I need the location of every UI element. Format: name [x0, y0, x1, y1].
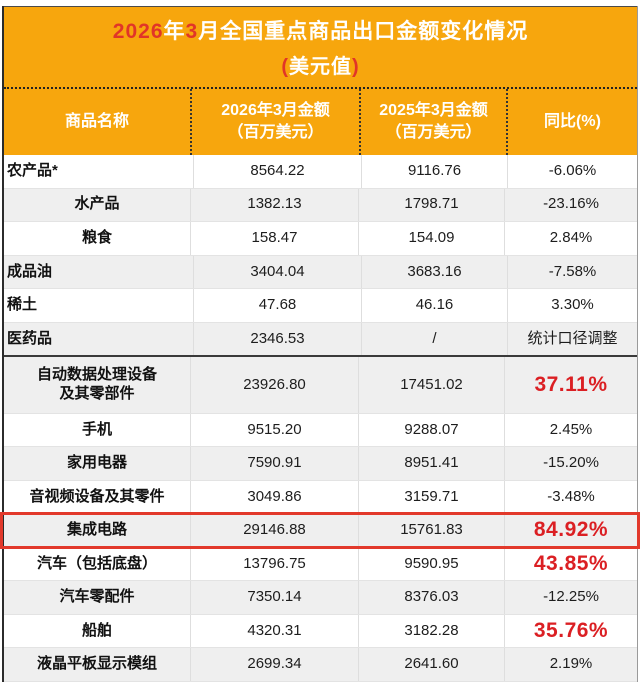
table-row: 汽车零配件 7350.14 8376.03 -12.25% — [4, 581, 637, 615]
table-row: 汽车（包括底盘） 13796.75 9590.95 43.85% — [4, 547, 637, 582]
table-row: 自动数据处理设备 及其零部件 23926.80 17451.02 37.11% — [4, 357, 637, 414]
product-name: 自动数据处理设备 及其零部件 — [36, 366, 157, 402]
value-2025: 17451.02 — [358, 357, 504, 413]
value-2025: 3159.71 — [358, 480, 504, 514]
column-header: 2025年3月金额 （百万美元） — [359, 89, 506, 155]
yoy-value: 2.19% — [504, 648, 637, 681]
export-table: 2026年3月全国重点商品出口金额变化情况 (美元值) 商品名称 2026年3月金… — [0, 6, 640, 682]
value-2025: 8951.41 — [358, 447, 504, 480]
yoy-value: 3.30% — [507, 289, 637, 322]
value-2026: 23926.80 — [190, 357, 358, 413]
value-2025: 15761.83 — [358, 514, 504, 547]
yoy-value: -12.25% — [504, 581, 637, 614]
title-band: 2026年3月全国重点商品出口金额变化情况 (美元值) — [4, 6, 637, 89]
product-name: 水产品 — [74, 195, 120, 213]
product-name: 手机 — [81, 420, 112, 438]
yoy-value: 统计口径调整 — [507, 322, 637, 356]
product-name: 成品油 — [7, 262, 53, 280]
table-row: 家用电器 7590.91 8951.41 -15.20% — [4, 447, 637, 481]
value-2026: 3404.04 — [193, 255, 361, 289]
table-row: 粮食 158.47 154.09 2.84% — [4, 222, 637, 256]
column-header: 2026年3月金额 （百万美元） — [190, 89, 359, 155]
product-name: 家用电器 — [66, 454, 127, 472]
value-2026: 158.47 — [190, 222, 358, 255]
value-2026: 2346.53 — [193, 322, 361, 356]
product-name: 粮食 — [81, 228, 112, 246]
value-2026: 1382.13 — [190, 188, 358, 222]
value-2026: 9515.20 — [190, 413, 358, 447]
product-name: 音视频设备及其零件 — [29, 487, 165, 505]
value-2025: 46.16 — [361, 289, 507, 322]
value-2025: 3683.16 — [361, 255, 507, 289]
product-name: 医药品 — [7, 329, 53, 347]
column-header: 商品名称 — [64, 113, 129, 130]
table-row: 音视频设备及其零件 3049.86 3159.71 -3.48% — [4, 480, 637, 515]
yoy-value: -6.06% — [507, 155, 637, 188]
yoy-value: -23.16% — [504, 188, 637, 222]
value-2025: 154.09 — [358, 222, 504, 255]
value-2025: 1798.71 — [358, 188, 504, 222]
page-subtitle: (美元值) — [281, 56, 360, 78]
value-2025: 9288.07 — [358, 413, 504, 447]
value-2025: / — [361, 322, 507, 356]
value-2025: 3182.28 — [358, 614, 504, 648]
value-2026: 2699.34 — [190, 648, 358, 681]
column-header: 同比(%) — [506, 89, 637, 155]
value-2026: 7350.14 — [190, 581, 358, 614]
value-2026: 3049.86 — [190, 480, 358, 514]
value-2025: 2641.60 — [358, 648, 504, 681]
table-row: 集成电路 29146.88 15761.83 84.92% — [0, 512, 640, 549]
value-2025: 9590.95 — [358, 547, 504, 581]
yoy-value: 43.85% — [504, 547, 637, 581]
product-name: 集成电路 — [66, 521, 127, 539]
table-row: 医药品 2346.53/统计口径调整 — [4, 322, 637, 358]
table-row: 稀土 47.68 46.16 3.30% — [4, 289, 637, 323]
table-row: 水产品 1382.13 1798.71 -23.16% — [4, 188, 637, 223]
yoy-value: 2.45% — [504, 413, 637, 447]
yoy-value: 84.92% — [504, 514, 637, 547]
value-2026: 47.68 — [193, 289, 361, 322]
product-name: 船舶 — [81, 621, 112, 639]
table-row: 成品油 3404.04 3683.16 -7.58% — [4, 255, 637, 290]
product-name: 农产品* — [7, 161, 58, 179]
product-name: 液晶平板显示模组 — [36, 655, 157, 673]
value-2026: 4320.31 — [190, 614, 358, 648]
yoy-value: -3.48% — [504, 480, 637, 514]
table-row: 船舶 4320.31 3182.28 35.76% — [4, 614, 637, 649]
value-2025: 9116.76 — [361, 155, 507, 188]
product-name: 汽车（包括底盘） — [36, 554, 157, 572]
value-2026: 8564.22 — [193, 155, 361, 188]
product-name: 稀土 — [7, 296, 38, 314]
table-header: 商品名称 2026年3月金额 （百万美元） 2025年3月金额 （百万美元） 同比(%) — [4, 89, 637, 155]
product-name: 汽车零配件 — [59, 588, 135, 606]
value-2026: 29146.88 — [190, 514, 358, 547]
yoy-value: -15.20% — [504, 447, 637, 480]
yoy-value: -7.58% — [507, 255, 637, 289]
value-2026: 7590.91 — [190, 447, 358, 480]
table-row: 农产品* 8564.22 9116.76 -6.06% — [4, 155, 637, 189]
yoy-value: 35.76% — [504, 614, 637, 648]
table-body: 农产品* 8564.22 9116.76 -6.06% 水产品 1382.13 1798.7… — [0, 155, 640, 682]
table-row: 手机 9515.20 9288.07 2.45% — [4, 413, 637, 448]
yoy-value: 2.84% — [504, 222, 637, 255]
value-2025: 8376.03 — [358, 581, 504, 614]
page-title: 2026年3月全国重点商品出口金额变化情况 — [112, 20, 529, 43]
yoy-value: 37.11% — [504, 357, 637, 413]
table-row: 液晶平板显示模组 2699.34 2641.60 2.19% — [4, 648, 637, 682]
value-2026: 13796.75 — [190, 547, 358, 581]
